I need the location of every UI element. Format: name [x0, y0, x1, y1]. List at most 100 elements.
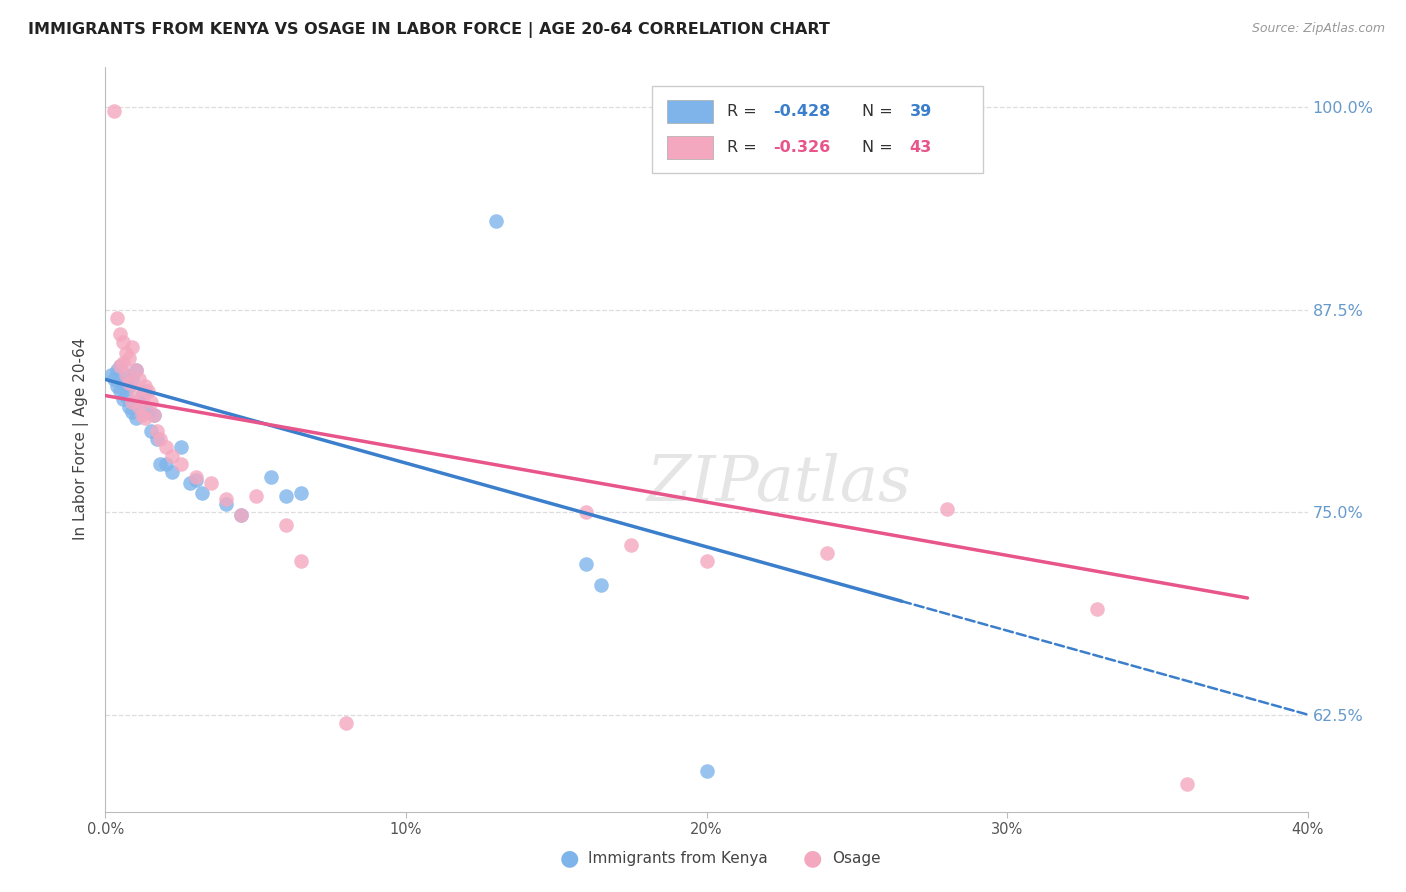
Text: Immigrants from Kenya: Immigrants from Kenya [588, 851, 768, 865]
Point [112, 376, 135, 390]
Point [134, 379, 156, 393]
Point [160, 449, 183, 463]
Point [290, 485, 312, 500]
Point [169, 441, 191, 455]
Point [100, 368, 122, 382]
Point [274, 518, 297, 533]
Point [229, 508, 252, 523]
Point [260, 469, 283, 483]
Point [131, 408, 153, 422]
Point [115, 388, 138, 402]
Text: IMMIGRANTS FROM KENYA VS OSAGE IN LABOR FORCE | AGE 20-64 CORRELATION CHART: IMMIGRANTS FROM KENYA VS OSAGE IN LABOR … [28, 22, 830, 38]
Point [134, 384, 156, 398]
Point [200, 476, 222, 491]
Point [139, 395, 162, 409]
Point [128, 372, 150, 386]
Text: Source: ZipAtlas.com: Source: ZipAtlas.com [1251, 22, 1385, 36]
Point [128, 400, 150, 414]
Text: 43: 43 [910, 140, 932, 155]
Point [110, 359, 132, 374]
Point [115, 368, 138, 382]
Point [142, 408, 165, 422]
Y-axis label: In Labor Force | Age 20-64: In Labor Force | Age 20-64 [73, 338, 90, 541]
Point [112, 356, 135, 370]
Point [155, 441, 177, 455]
Point [148, 457, 170, 471]
Point [148, 432, 170, 446]
Text: -0.326: -0.326 [773, 140, 830, 155]
Point [124, 362, 146, 376]
Point [155, 457, 177, 471]
Point [142, 408, 165, 422]
Point [591, 578, 613, 592]
Text: -0.428: -0.428 [773, 104, 830, 120]
Point [131, 392, 153, 406]
Point [214, 492, 236, 507]
Text: ●: ● [560, 848, 579, 868]
Point [229, 508, 252, 523]
Point [118, 379, 141, 393]
FancyBboxPatch shape [666, 136, 713, 159]
Point [112, 335, 135, 350]
Point [245, 489, 267, 503]
Point [136, 405, 159, 419]
Point [696, 554, 718, 568]
Point [121, 372, 143, 386]
Point [815, 546, 838, 560]
Point [103, 372, 125, 386]
Point [1175, 777, 1198, 791]
Point [110, 384, 132, 398]
Point [107, 379, 129, 393]
Text: N =: N = [862, 140, 897, 155]
Point [145, 424, 167, 438]
Point [124, 362, 146, 376]
Text: Osage: Osage [832, 851, 882, 865]
Point [179, 476, 201, 491]
Point [121, 405, 143, 419]
Point [274, 489, 297, 503]
Point [485, 213, 508, 227]
Point [290, 554, 312, 568]
Point [110, 327, 132, 342]
Point [134, 411, 156, 425]
Point [131, 388, 153, 402]
FancyBboxPatch shape [652, 86, 983, 173]
Point [575, 505, 598, 519]
Point [107, 362, 129, 376]
Text: R =: R = [727, 140, 762, 155]
Point [575, 557, 598, 571]
Point [169, 457, 191, 471]
FancyBboxPatch shape [666, 101, 713, 123]
Text: 39: 39 [910, 104, 932, 120]
Point [115, 346, 138, 360]
Point [124, 411, 146, 425]
Point [145, 432, 167, 446]
Point [110, 359, 132, 374]
Point [190, 485, 212, 500]
Point [139, 424, 162, 438]
Text: ZIPatlas: ZIPatlas [647, 453, 911, 515]
Point [107, 310, 129, 325]
Point [936, 502, 959, 516]
Point [118, 351, 141, 366]
Point [214, 497, 236, 511]
Text: ●: ● [803, 848, 823, 868]
Point [620, 537, 643, 551]
Text: N =: N = [862, 104, 897, 120]
Point [118, 400, 141, 414]
Point [128, 395, 150, 409]
Point [136, 384, 159, 398]
Point [184, 469, 207, 483]
Point [1085, 602, 1108, 616]
Point [112, 392, 135, 406]
Point [184, 473, 207, 487]
Point [124, 384, 146, 398]
Point [103, 103, 125, 118]
Text: R =: R = [727, 104, 762, 120]
Point [121, 340, 143, 354]
Point [160, 465, 183, 479]
Point [335, 715, 357, 730]
Point [115, 368, 138, 382]
Point [696, 764, 718, 779]
Point [121, 395, 143, 409]
